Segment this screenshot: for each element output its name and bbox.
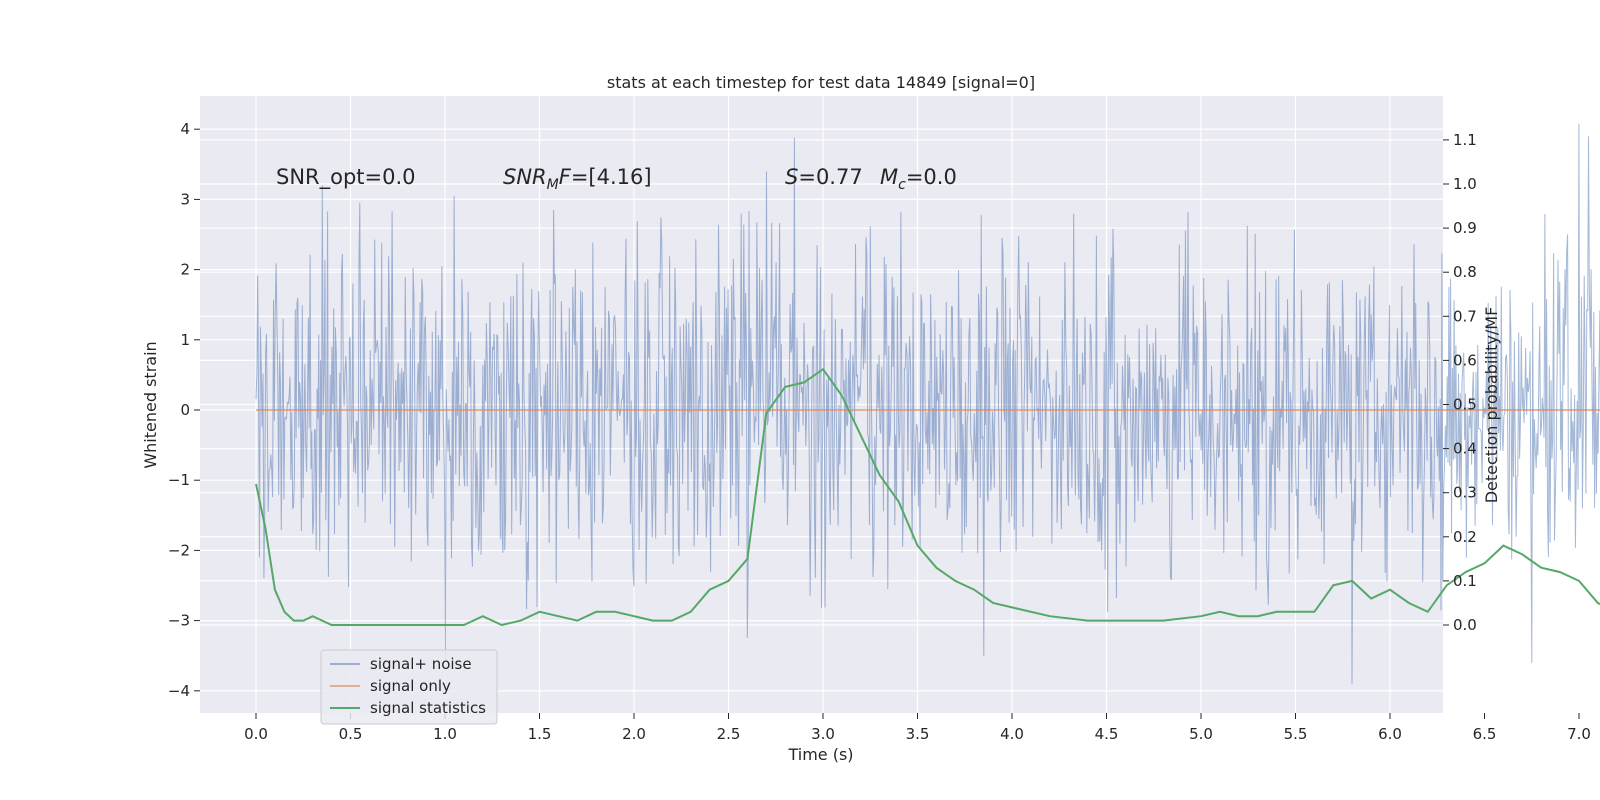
y2-axis-ticks: 1.1 1.0 0.9 0.8 0.7 0.6 0.5 0.4 0.3 0.2 0.1 0.0 (1443, 131, 1477, 634)
x-tick-label: 4.0 (1000, 725, 1024, 743)
y-axis-label: Whitened strain (141, 341, 160, 468)
legend-label-signal-only: signal only (370, 677, 451, 695)
mc-value: =0.0 (906, 165, 957, 189)
y2-tick-label: 0.5 (1453, 396, 1477, 414)
legend-label-signal-noise: signal+ noise (370, 655, 472, 673)
legend: signal+ noise signal only signal statist… (320, 649, 498, 725)
x-tick-label: 2.0 (622, 725, 646, 743)
y-tick-label: −2 (168, 541, 190, 559)
y2-tick-label: 1.0 (1453, 175, 1477, 193)
legend-label-signal-statistics: signal statistics (370, 699, 486, 717)
chart-title: stats at each timestep for test data 148… (607, 73, 1035, 92)
y2-tick-label: 0.3 (1453, 484, 1477, 502)
y2-tick-label: 0.2 (1453, 528, 1477, 546)
annotation-snr-mf: SNRMF=[4.16] (503, 165, 652, 193)
y-tick-label: 1 (180, 331, 190, 349)
mc-subscript: c (898, 177, 906, 193)
y2-axis-label: Detection probability/MF (1482, 307, 1501, 504)
y-tick-label: 3 (180, 190, 190, 208)
x-tick-label: 0.5 (339, 725, 363, 743)
y-tick-label: 4 (180, 120, 190, 138)
y-tick-label: −3 (168, 612, 190, 630)
x-tick-label: 4.5 (1095, 725, 1119, 743)
x-tick-label: 2.5 (717, 725, 741, 743)
x-tick-label: 6.5 (1473, 725, 1497, 743)
y2-tick-label: 1.1 (1453, 131, 1477, 149)
y-tick-label: 2 (180, 261, 190, 279)
y-axis-ticks: 4 3 2 1 0 −1 −2 −3 −4 (168, 120, 200, 700)
y2-tick-label: 0.7 (1453, 307, 1477, 325)
x-tick-label: 7.0 (1567, 725, 1591, 743)
x-tick-label: 3.5 (906, 725, 930, 743)
legend-box (320, 649, 498, 725)
y2-tick-label: 0.9 (1453, 219, 1477, 237)
y2-tick-label: 0.8 (1453, 263, 1477, 281)
snr-mf-rest: F (559, 165, 572, 189)
y2-tick-label: 0.6 (1453, 351, 1477, 369)
y-tick-label: 0 (180, 401, 190, 419)
s-label: S (785, 165, 798, 189)
x-tick-label: 6.0 (1378, 725, 1402, 743)
x-axis-label: Time (s) (787, 745, 853, 764)
x-tick-label: 1.5 (528, 725, 552, 743)
mc-base: M (880, 165, 898, 189)
annotation-snr-opt: SNR_opt=0.0 (276, 165, 416, 190)
x-tick-label: 5.0 (1189, 725, 1213, 743)
signal-statistics-line (255, 367, 1600, 627)
signal-statistics-series (255, 367, 1600, 627)
signal-noise-line (255, 123, 1600, 684)
x-tick-label: 3.0 (811, 725, 835, 743)
x-tick-label: 0.0 (244, 725, 268, 743)
snr-mf-subscript: M (547, 177, 559, 193)
y2-tick-label: 0.1 (1453, 572, 1477, 590)
y2-tick-label: 0.4 (1453, 440, 1477, 458)
y-tick-label: −1 (168, 471, 190, 489)
y-tick-label: −4 (168, 682, 190, 700)
x-tick-label: 1.0 (433, 725, 457, 743)
snr-mf-base: SNR (503, 165, 547, 189)
annotation-s: S=0.77 (785, 165, 863, 189)
y2-tick-label: 0.0 (1453, 616, 1477, 634)
s-value: =0.77 (798, 165, 862, 189)
x-axis-ticks: 0.0 0.5 1.0 1.5 2.0 2.5 3.0 3.5 4.0 4.5 5.0 5.5 6.0 6… (244, 713, 1591, 743)
x-tick-label: 5.5 (1284, 725, 1308, 743)
annotation-mc: Mc=0.0 (880, 165, 957, 193)
signal-noise-series (255, 123, 1600, 684)
snr-mf-value: =[4.16] (571, 165, 652, 189)
